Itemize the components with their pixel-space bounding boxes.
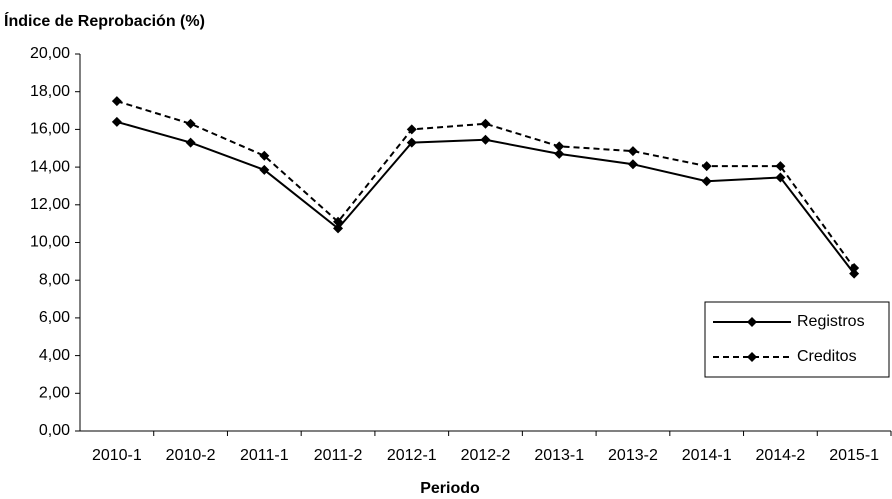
marker bbox=[259, 164, 270, 175]
marker bbox=[111, 116, 122, 127]
chart-title: Índice de Reprobación (%) bbox=[4, 11, 205, 30]
x-tick-label: 2010-2 bbox=[166, 447, 216, 464]
marker bbox=[333, 216, 344, 227]
marker bbox=[627, 159, 638, 170]
marker bbox=[701, 161, 712, 172]
x-tick-label: 2012-2 bbox=[461, 447, 511, 464]
marker bbox=[406, 137, 417, 148]
marker bbox=[111, 96, 122, 107]
y-tick-label: 6,00 bbox=[39, 309, 70, 326]
marker bbox=[775, 161, 786, 172]
y-tick-label: 14,00 bbox=[30, 158, 70, 175]
y-tick-label: 8,00 bbox=[39, 271, 70, 288]
x-tick-label: 2015-1 bbox=[829, 447, 879, 464]
marker bbox=[849, 268, 860, 279]
legend-marker bbox=[747, 352, 757, 362]
legend-marker bbox=[747, 317, 757, 327]
y-tick-label: 2,00 bbox=[39, 385, 70, 402]
legend-label: Registros bbox=[797, 313, 865, 330]
x-tick-label: 2011-1 bbox=[240, 447, 289, 464]
x-axis-label: Periodo bbox=[420, 480, 480, 497]
y-tick-label: 20,00 bbox=[30, 45, 70, 62]
marker bbox=[333, 223, 344, 234]
x-tick-label: 2011-2 bbox=[314, 447, 363, 464]
marker bbox=[701, 176, 712, 187]
legend-label: Creditos bbox=[797, 348, 857, 365]
x-tick-label: 2012-1 bbox=[387, 447, 437, 464]
x-tick-label: 2014-1 bbox=[682, 447, 732, 464]
x-tick-label: 2010-1 bbox=[92, 447, 142, 464]
marker bbox=[775, 172, 786, 183]
y-tick-label: 0,00 bbox=[39, 422, 70, 439]
marker bbox=[185, 118, 196, 129]
legend-box bbox=[704, 301, 890, 378]
y-tick-label: 18,00 bbox=[30, 83, 70, 100]
marker bbox=[185, 137, 196, 148]
x-tick-label: 2013-1 bbox=[534, 447, 584, 464]
marker bbox=[406, 124, 417, 135]
x-tick-label: 2014-2 bbox=[755, 447, 805, 464]
marker bbox=[259, 150, 270, 161]
series-line bbox=[116, 100, 855, 269]
x-tick-label: 2013-2 bbox=[608, 447, 658, 464]
y-tick-label: 16,00 bbox=[30, 121, 70, 138]
y-tick-label: 12,00 bbox=[30, 196, 70, 213]
marker bbox=[480, 134, 491, 145]
y-tick-label: 10,00 bbox=[30, 234, 70, 251]
marker bbox=[627, 146, 638, 157]
marker bbox=[554, 148, 565, 159]
marker bbox=[554, 141, 565, 152]
marker bbox=[480, 118, 491, 129]
y-tick-label: 4,00 bbox=[39, 347, 70, 364]
marker bbox=[849, 262, 860, 273]
